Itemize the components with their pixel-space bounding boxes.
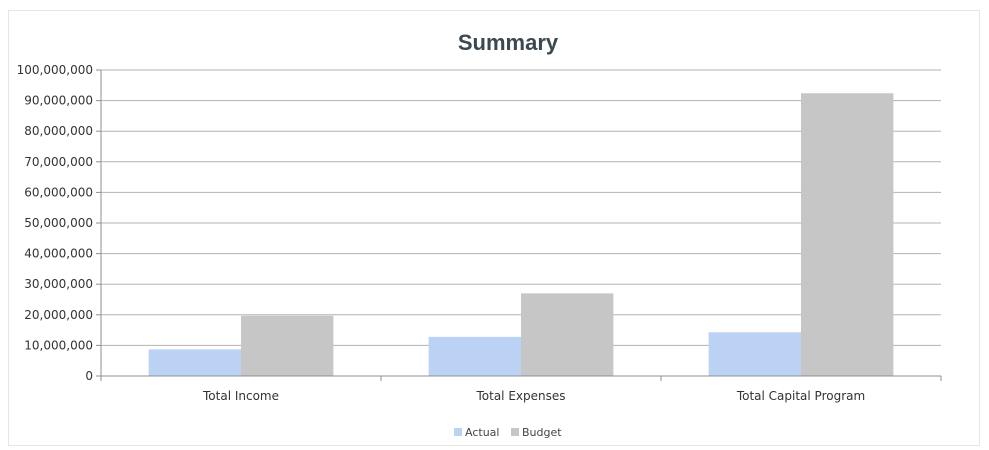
- bar-actual-2: [708, 332, 801, 376]
- category-label: Total Capital Program: [736, 389, 865, 403]
- y-tick-label: 90,000,000: [24, 94, 93, 108]
- y-tick-label: 80,000,000: [24, 124, 93, 138]
- chart-title: Summary: [458, 30, 559, 55]
- legend: Actual Budget: [454, 426, 562, 439]
- legend-label-actual: Actual: [465, 426, 499, 439]
- bar-budget-2: [801, 93, 894, 377]
- y-tick-label: 70,000,000: [24, 155, 93, 169]
- y-tick-label: 60,000,000: [24, 185, 93, 199]
- legend-swatch-actual: [454, 428, 462, 436]
- bar-budget-0: [241, 315, 334, 376]
- y-tick-label: 50,000,000: [24, 216, 93, 230]
- bar-budget-1: [521, 293, 614, 376]
- bar-actual-0: [148, 349, 241, 376]
- legend-swatch-budget: [511, 428, 519, 436]
- legend-label-budget: Budget: [522, 426, 562, 439]
- bar-actual-1: [428, 336, 521, 376]
- y-tick-label: 100,000,000: [17, 63, 93, 77]
- y-tick-label: 20,000,000: [24, 308, 93, 322]
- y-tick-labels: 0 10,000,000 20,000,000 30,000,000 40,000,00…: [17, 63, 93, 383]
- axes: [96, 69, 942, 381]
- y-tick-label: 40,000,000: [24, 247, 93, 261]
- y-tick-label: 0: [85, 369, 93, 383]
- category-labels: Total Income Total Expenses Total Capital …: [202, 389, 865, 403]
- chart-frame: [8, 10, 980, 446]
- y-tick-label: 30,000,000: [24, 277, 93, 291]
- bars: [148, 93, 894, 377]
- category-label: Total Expenses: [475, 389, 565, 403]
- y-tick-label: 10,000,000: [24, 338, 93, 352]
- category-label: Total Income: [202, 389, 279, 403]
